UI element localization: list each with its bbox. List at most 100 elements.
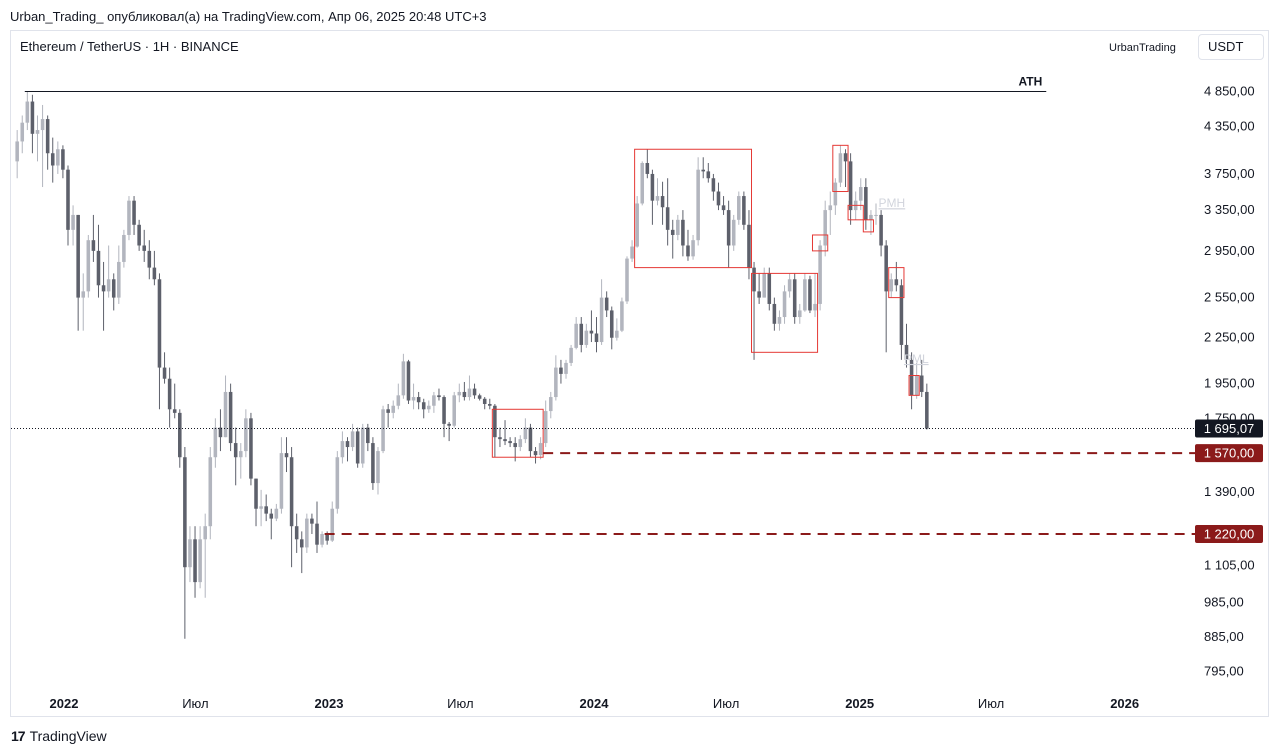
tradingview-wordmark: TradingView xyxy=(29,728,107,744)
candle-body xyxy=(864,187,868,220)
candle-body xyxy=(894,279,899,286)
candle-body xyxy=(721,205,726,211)
candle-body xyxy=(482,398,487,404)
candle-body xyxy=(731,219,736,246)
candle-body xyxy=(706,171,711,179)
candle-body xyxy=(203,526,207,540)
candle-body xyxy=(798,310,802,318)
candle-body xyxy=(193,539,197,583)
candle-body xyxy=(442,397,446,424)
candle-body xyxy=(421,402,426,410)
candle-body xyxy=(803,279,807,311)
candle-body xyxy=(45,119,50,154)
y-tick-label: 2 250,00 xyxy=(1204,330,1255,345)
candle-body xyxy=(320,533,324,545)
candle-body xyxy=(604,297,609,311)
zone-box xyxy=(811,234,829,252)
candle-body xyxy=(117,261,121,298)
candle-body xyxy=(111,279,116,298)
candle-body xyxy=(376,451,380,484)
footer-brand[interactable]: 17 TradingView xyxy=(11,728,107,744)
level-price-label-bg xyxy=(1195,444,1263,463)
candle-body xyxy=(452,395,456,426)
candle-body xyxy=(132,200,136,225)
candle-body xyxy=(457,391,462,396)
candle-body xyxy=(625,258,629,302)
candle-body xyxy=(96,250,101,286)
candle-body xyxy=(630,246,634,259)
candle-body xyxy=(360,427,365,464)
candle-body xyxy=(305,518,309,548)
candle-body xyxy=(56,149,60,166)
candle-body xyxy=(762,273,766,298)
candle-body xyxy=(284,453,289,458)
x-tick-label: 2026 xyxy=(1110,696,1139,711)
current-price-label: 1 695,07 xyxy=(1204,421,1255,436)
symbol-title: Ethereum / TetherUS · 1H · BINANCE xyxy=(20,39,239,54)
candle-body xyxy=(884,245,888,292)
candle-body xyxy=(650,173,655,201)
chart-frame xyxy=(10,30,1269,717)
candle-body xyxy=(223,391,228,438)
candle-body xyxy=(493,405,497,438)
y-tick-label: 2 550,00 xyxy=(1204,290,1255,305)
candle-body xyxy=(843,153,848,162)
candle-body xyxy=(848,161,853,211)
candle-body xyxy=(681,219,685,246)
currency-button[interactable]: USDT xyxy=(1198,34,1264,60)
y-tick-label: 1 105,00 xyxy=(1204,558,1255,573)
y-tick-label: 4 850,00 xyxy=(1204,83,1255,98)
author-name: UrbanTrading xyxy=(1109,42,1176,54)
candle-body xyxy=(737,196,741,220)
candle-body xyxy=(559,367,563,374)
candle-body xyxy=(61,149,65,170)
candle-body xyxy=(213,427,218,458)
candle-body xyxy=(467,388,472,398)
candle-body xyxy=(416,397,421,403)
candle-body xyxy=(147,250,152,268)
candle-body xyxy=(889,279,894,292)
candle-body xyxy=(874,214,878,216)
candle-body xyxy=(569,347,573,363)
candle-body xyxy=(228,391,233,444)
candle-body xyxy=(615,330,619,338)
level-price-label: 1 220,00 xyxy=(1204,526,1255,541)
candle-body xyxy=(752,267,756,292)
candle-body xyxy=(919,375,924,392)
candle-body xyxy=(71,214,75,230)
candle-body xyxy=(208,457,213,527)
zone-box xyxy=(888,267,905,299)
candle-body xyxy=(279,453,284,509)
candle-body xyxy=(162,367,167,379)
candle-body xyxy=(676,219,680,235)
candle-body xyxy=(310,518,314,524)
candle-body xyxy=(879,214,883,246)
candle-body xyxy=(355,431,360,464)
candle-body xyxy=(792,279,797,318)
candle-body xyxy=(264,506,268,514)
candle-body xyxy=(528,427,533,452)
candle-body xyxy=(122,234,126,262)
x-tick-label: Июл xyxy=(978,696,1004,711)
candle-body xyxy=(833,182,838,206)
candle-body xyxy=(142,245,146,251)
candle-body xyxy=(543,411,548,444)
candle-body xyxy=(823,210,827,246)
candle-body xyxy=(904,344,909,360)
tradingview-logo-icon: 17 xyxy=(11,728,26,744)
candle-body xyxy=(498,437,502,440)
ath-label: ATH xyxy=(1018,74,1042,88)
candle-body xyxy=(472,388,477,396)
x-tick-label: Июл xyxy=(182,696,208,711)
candle-body xyxy=(782,291,787,318)
y-tick-label: 2 950,00 xyxy=(1204,243,1255,258)
candle-body xyxy=(183,457,187,568)
candle-body xyxy=(599,297,604,343)
candle-body xyxy=(233,443,238,458)
candle-body xyxy=(686,245,690,257)
candle-body xyxy=(366,427,370,444)
candle-body xyxy=(335,457,340,509)
candle-body xyxy=(726,210,731,246)
candle-body xyxy=(716,191,721,206)
